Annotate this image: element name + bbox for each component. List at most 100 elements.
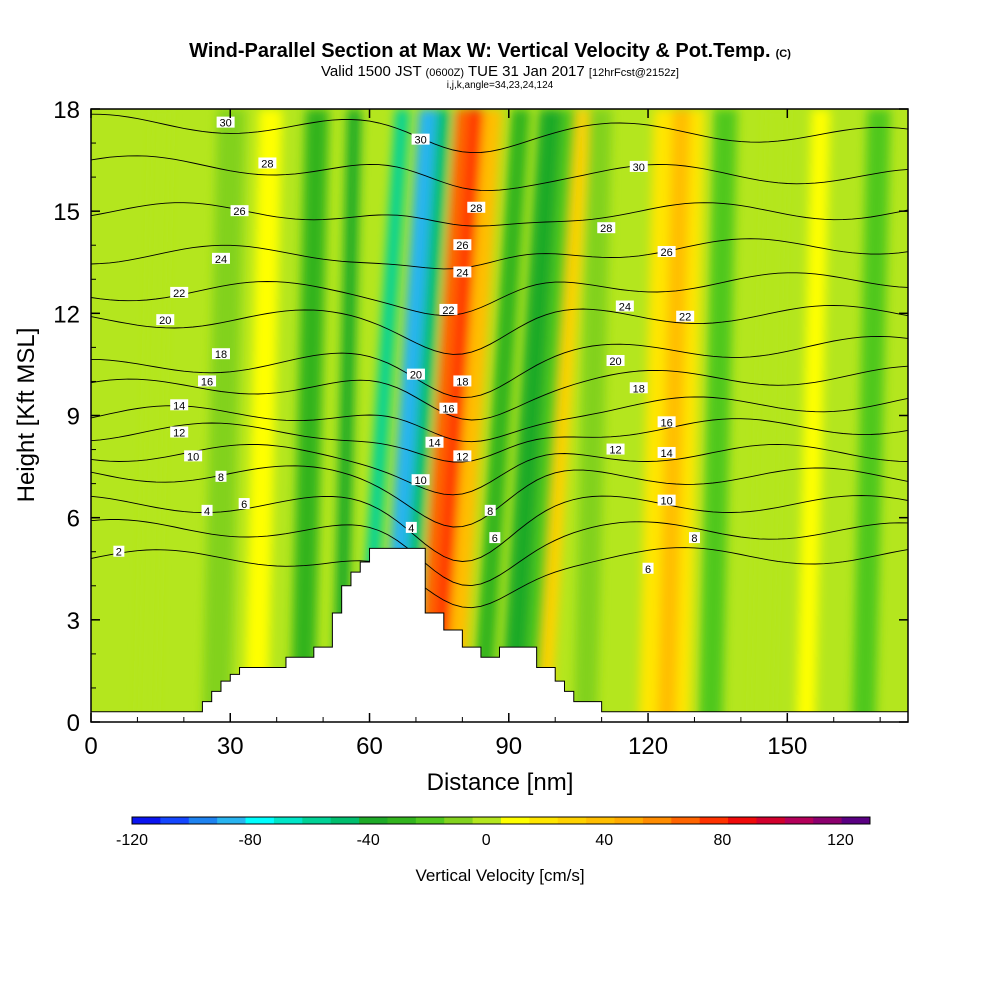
subtitle-utc: (0600Z) <box>426 67 465 79</box>
x-tick-label-5: 150 <box>767 733 807 760</box>
contour-label-35: 22 <box>679 312 691 324</box>
contour-label-bg-10 <box>170 286 189 298</box>
contour-label-27: 8 <box>487 506 493 518</box>
contour-label-bg-2 <box>238 498 250 510</box>
contour-label-3: 8 <box>218 472 224 484</box>
colorbar-swatch-24 <box>813 817 843 824</box>
terrain <box>91 547 908 722</box>
plot-area: 2468101214161820222426283041014201618222… <box>91 109 908 722</box>
colorbar-swatch-5 <box>273 817 303 824</box>
theta-contour-18 <box>91 335 908 399</box>
contour-label-bg-18 <box>406 368 425 380</box>
subtitle-date: TUE 31 Jan 2017 <box>468 63 585 80</box>
contour-label-bg-21 <box>439 303 458 315</box>
contour-label-bg-37 <box>657 246 676 258</box>
colorbar-swatch-7 <box>330 817 360 824</box>
x-tick-label-1: 30 <box>217 733 244 760</box>
colorbar-swatch-22 <box>756 817 786 824</box>
vertical-velocity-field <box>137 109 891 722</box>
contour-label-bg-23 <box>453 239 472 251</box>
contour-label-16: 10 <box>414 475 426 487</box>
velocity-band-19 <box>699 109 738 722</box>
colorbar-swatch-15 <box>557 817 587 824</box>
theta-contour-16 <box>91 365 908 421</box>
contour-label-20: 18 <box>456 376 468 388</box>
colorbar-swatch-18 <box>642 817 672 824</box>
colorbar-swatch-12 <box>472 817 502 824</box>
contour-label-9: 20 <box>159 315 171 327</box>
contour-label-5: 12 <box>173 428 185 440</box>
contour-label-bg-17 <box>425 436 444 448</box>
colorbar-swatch-20 <box>699 817 729 824</box>
contour-label-22: 24 <box>456 267 468 279</box>
theta-contour-24 <box>91 238 908 270</box>
contour-label-bg-1 <box>201 504 213 516</box>
velocity-band-10 <box>443 109 503 722</box>
contour-label-29: 12 <box>609 445 621 457</box>
y-tick-label-3: 9 <box>67 404 80 431</box>
contour-label-36: 28 <box>600 223 612 235</box>
velocity-band-17 <box>657 109 691 722</box>
contour-label-13: 28 <box>261 158 273 170</box>
theta-contours <box>91 113 908 609</box>
colorbar-swatch-19 <box>671 817 701 824</box>
contour-label-bg-28 <box>489 532 501 544</box>
contour-label-bg-19 <box>439 402 458 414</box>
velocity-band-22 <box>852 109 891 722</box>
contour-label-bg-22 <box>453 266 472 278</box>
contour-label-bg-38 <box>629 160 648 172</box>
y-tick-label-0: 0 <box>67 710 80 737</box>
contour-label-28: 6 <box>492 533 498 545</box>
contour-label-bg-6 <box>170 399 189 411</box>
velocity-band-12 <box>499 109 563 722</box>
colorbar-swatch-25 <box>841 817 871 824</box>
chart-title: Wind-Parallel Section at Max W: Vertical… <box>189 40 791 62</box>
colorbar-tick-label-4: 40 <box>595 832 613 849</box>
y-axis-label: Height [Kft MSL] <box>13 328 40 503</box>
contour-label-bg-12 <box>230 205 249 217</box>
contour-label-24: 28 <box>470 203 482 215</box>
colorbar-swatch-21 <box>728 817 757 824</box>
subtitle-forecast: [12hrFcst@2152z] <box>589 67 679 79</box>
contour-label-bg-11 <box>211 252 230 264</box>
colorbar-swatch-23 <box>784 817 814 824</box>
contour-label-12: 26 <box>233 206 245 218</box>
colorbar-swatch-10 <box>415 817 445 824</box>
y-tick-label-1: 3 <box>67 608 80 635</box>
colorbar-tick-label-5: 80 <box>714 832 732 849</box>
contour-label-26: 12 <box>456 451 468 463</box>
contour-label-bg-29 <box>606 443 625 455</box>
contour-label-41: 6 <box>645 564 651 576</box>
colorbar-tick-label-6: 120 <box>827 832 854 849</box>
colorbar-tick-label-1: -80 <box>239 832 262 849</box>
contour-label-15: 4 <box>408 523 414 535</box>
contour-label-17: 14 <box>428 438 440 450</box>
theta-contour-4 <box>91 519 908 587</box>
theta-contour-12 <box>91 418 908 463</box>
y-tick-label-4: 12 <box>53 301 80 328</box>
contour-label-bg-0 <box>113 545 125 557</box>
velocity-band-18 <box>675 109 705 722</box>
contour-label-33: 20 <box>609 356 621 368</box>
contour-label-bg-33 <box>606 355 625 367</box>
velocity-band-0 <box>137 109 171 722</box>
contour-label-bg-5 <box>170 426 189 438</box>
colorbar-swatch-9 <box>387 817 417 824</box>
colorbar-tick-label-0: -120 <box>116 832 148 849</box>
y-tick-label-2: 6 <box>67 506 80 533</box>
chart-subtitle: Valid 1500 JST (0600Z) TUE 31 Jan 2017 [… <box>321 63 679 80</box>
velocity-band-13 <box>522 109 577 722</box>
contour-label-38: 30 <box>633 162 645 174</box>
velocity-band-20 <box>750 109 789 722</box>
contour-label-1: 4 <box>204 506 210 518</box>
colorbar-tick-label-2: -40 <box>357 832 380 849</box>
contour-label-bg-15 <box>405 521 417 533</box>
contour-label-8: 18 <box>215 349 227 361</box>
contour-label-bg-31 <box>657 416 676 428</box>
velocity-band-21 <box>796 109 831 722</box>
contour-label-bg-32 <box>629 382 648 394</box>
colorbar-swatch-4 <box>245 817 275 824</box>
colorbar-swatch-13 <box>501 817 530 824</box>
colorbar-swatch-1 <box>160 817 190 824</box>
theta-contour-30 <box>91 113 908 154</box>
